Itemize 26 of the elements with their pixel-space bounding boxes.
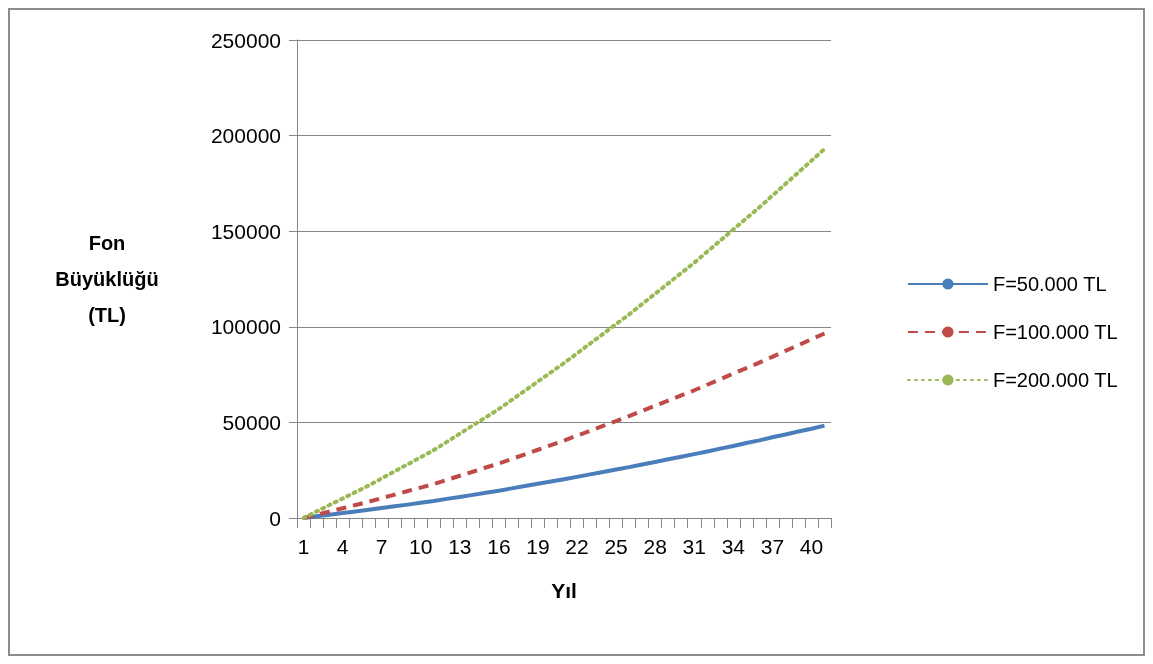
x-axis-title: Yıl [551,579,577,602]
x-tick-label: 28 [643,535,667,558]
x-tick-label: 25 [604,535,628,558]
x-tick-label: 37 [760,535,785,558]
x-tick-label: 1 [297,535,310,558]
x-tick-label: 16 [487,535,511,558]
line-series [301,146,827,520]
x-tick-label: 22 [565,535,589,558]
y-tick-label: 200000 [210,124,281,148]
y-axis-title: Fon Büyüklüğü (TL) [55,232,159,326]
legend-label: F=200.000 TL [992,369,1118,391]
x-tick-label: 31 [682,535,706,558]
legend-label: F=100.000 TL [992,321,1118,343]
x-tick-label: 40 [799,535,824,558]
x-tick-label: 34 [721,535,746,558]
x-tick-label: 13 [448,535,472,558]
y-tick-label: 100000 [210,315,281,339]
x-tick-label: 4 [336,535,349,558]
y-tick-label: 50000 [222,410,281,434]
x-tick-label: 10 [409,535,433,558]
x-tick-label: 7 [375,535,388,558]
y-tick-label: 0 [269,506,281,530]
x-tick-label: 19 [526,535,550,558]
y-tick-label: 250000 [210,28,281,52]
legend-label: F=50.000 TL [992,273,1107,295]
y-tick-label: 150000 [210,219,281,243]
